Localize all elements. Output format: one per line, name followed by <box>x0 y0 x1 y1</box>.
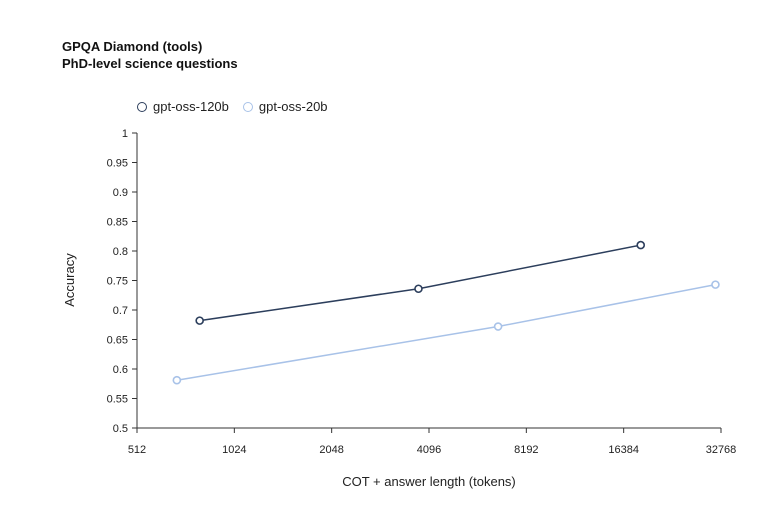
y-axis-title: Accuracy <box>62 253 77 307</box>
legend-label: gpt-oss-20b <box>258 99 328 114</box>
chart-subtitle: PhD-level science questions <box>62 56 238 71</box>
data-point-gpt-oss-20b <box>493 322 503 331</box>
chart-title-block: GPQA Diamond (tools) PhD-level science q… <box>62 38 238 72</box>
legend-item-gpt-oss-20b: gpt-oss-20b <box>242 99 328 114</box>
y-tick-label: 0.7 <box>113 305 128 317</box>
y-tick-label: 0.95 <box>107 158 128 170</box>
y-tick-label: 0.55 <box>107 394 128 406</box>
x-axis-title: COT + answer length (tokens) <box>342 474 516 489</box>
y-tick-label: 0.8 <box>113 246 128 258</box>
data-point-gpt-oss-120b <box>636 240 646 250</box>
x-tick-label: 16384 <box>608 444 639 456</box>
x-tick-label: 4096 <box>417 444 441 456</box>
data-point-gpt-oss-120b <box>195 316 204 325</box>
chart-title: GPQA Diamond (tools) <box>62 39 203 54</box>
data-point-gpt-oss-20b <box>172 375 182 385</box>
x-tick-label: 32768 <box>706 444 737 456</box>
y-tick-label: 1 <box>122 128 128 140</box>
y-tick-label: 0.65 <box>107 335 128 347</box>
y-tick-label: 0.75 <box>107 276 128 288</box>
chart-series <box>172 240 720 385</box>
x-tick-label: 8192 <box>514 444 538 456</box>
y-tick-label: 0.6 <box>113 364 128 376</box>
chart-axes: 0.5 0.55 0.6 0.65 0.7 0.75 0.8 0.85 0.9 0.95 1 512 1… <box>107 128 737 456</box>
x-tick-label: 2048 <box>319 444 343 456</box>
legend-marker-circle-icon <box>242 101 253 112</box>
legend-label: gpt-oss-120b <box>153 99 229 114</box>
y-tick-label: 0.5 <box>113 423 128 435</box>
series-line-gpt-oss-120b <box>199 244 641 322</box>
y-tick-label: 0.9 <box>113 187 128 199</box>
data-point-gpt-oss-120b <box>414 284 423 294</box>
legend-item-gpt-oss-120b: gpt-oss-120b <box>137 99 229 114</box>
legend-marker-circle-icon <box>137 101 147 112</box>
series-line-gpt-oss-20b <box>176 283 716 381</box>
data-point-gpt-oss-20b <box>711 280 720 289</box>
x-tick-label: 1024 <box>222 444 246 456</box>
x-tick-label: 512 <box>128 444 146 456</box>
chart-legend: gpt-oss-120b gpt-oss-20b <box>137 99 342 114</box>
y-tick-label: 0.85 <box>107 217 128 229</box>
